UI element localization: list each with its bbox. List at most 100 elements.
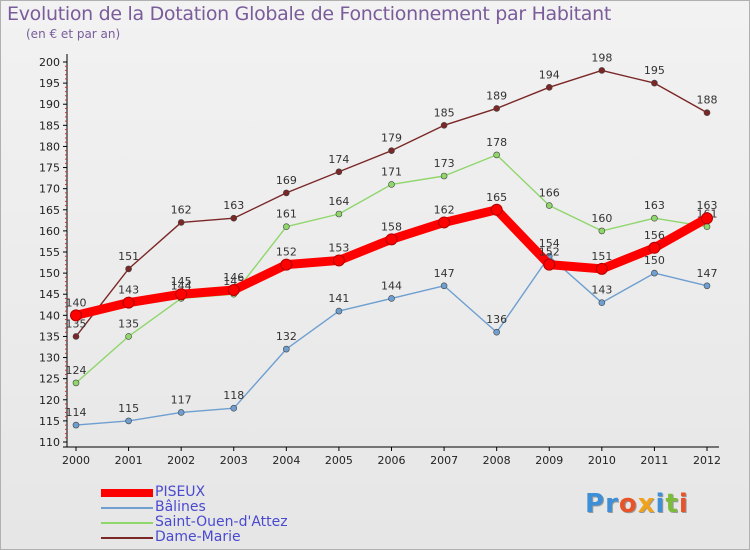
data-label-b-lines: 141 (328, 292, 349, 305)
legend-label-saint-ouen-d-attez: Saint-Ouen-d'Attez (155, 514, 288, 530)
legend-swatch-b-lines (101, 506, 153, 509)
data-point-saint-ouen-d-attez (545, 202, 553, 209)
data-label-dame-marie: 163 (223, 199, 244, 212)
data-point-dame-marie (283, 189, 290, 197)
legend-label-dame-marie: Dame-Marie (155, 529, 241, 545)
y-tick-label: 145 (39, 288, 60, 301)
data-label-piseux: 151 (591, 250, 612, 263)
data-point-piseux (227, 284, 240, 296)
y-tick-label: 180 (39, 140, 60, 153)
data-label-dame-marie: 189 (486, 89, 507, 102)
data-point-b-lines (230, 404, 238, 412)
data-point-piseux (701, 212, 713, 225)
legend-item-dame-marie: Dame-Marie (101, 530, 288, 545)
y-tick-label: 200 (39, 56, 60, 69)
y-tick-label: 115 (39, 415, 60, 428)
data-label-piseux: 143 (118, 284, 139, 297)
legend-item-saint-ouen-d-attez: Saint-Ouen-d'Attez (101, 515, 288, 530)
legend-swatch-piseux (101, 488, 153, 497)
y-tick-label: 135 (39, 330, 60, 343)
data-point-saint-ouen-d-attez (388, 181, 395, 188)
data-point-b-lines (598, 299, 606, 306)
x-tick-label: 2010 (588, 454, 616, 467)
data-point-piseux (438, 216, 451, 229)
data-point-b-lines (72, 421, 80, 429)
data-point-b-lines (177, 409, 185, 416)
data-label-dame-marie: 174 (328, 153, 349, 166)
legend-label-b-lines: Bâlines (155, 499, 206, 515)
data-label-b-lines: 147 (434, 267, 455, 280)
data-point-saint-ouen-d-attez (283, 223, 290, 230)
data-label-dame-marie: 194 (539, 68, 560, 81)
data-label-saint-ouen-d-attez: 173 (434, 157, 455, 170)
data-point-b-lines (125, 417, 132, 425)
chart-title: Evolution de la Dotation Globale de Fonc… (7, 3, 612, 25)
data-point-saint-ouen-d-attez (651, 214, 658, 222)
data-point-saint-ouen-d-attez (703, 223, 711, 230)
x-tick-label: 2004 (272, 454, 300, 467)
data-label-saint-ouen-d-attez: 178 (486, 136, 507, 149)
x-tick-label: 2001 (115, 454, 143, 467)
x-tick-label: 2007 (430, 454, 458, 467)
data-point-dame-marie (545, 84, 553, 91)
legend-swatch-saint-ouen-d-attez (101, 521, 153, 524)
chart-legend: PISEUX Bâlines Saint-Ouen-d'Attez Dame-Mari… (101, 485, 288, 545)
data-label-b-lines: 143 (591, 284, 612, 297)
data-point-piseux (70, 309, 82, 322)
data-point-dame-marie (493, 105, 500, 112)
x-tick-label: 2012 (693, 454, 721, 467)
data-point-dame-marie (598, 67, 606, 74)
y-tick-label: 175 (39, 162, 60, 175)
data-label-saint-ouen-d-attez: 166 (539, 187, 560, 200)
y-tick-label: 155 (39, 246, 60, 259)
data-point-b-lines (388, 295, 395, 302)
x-tick-label: 2011 (640, 454, 668, 467)
logo-letter: r (605, 489, 619, 519)
legend-item-piseux: PISEUX (101, 485, 288, 500)
data-point-dame-marie (651, 79, 658, 87)
x-tick-label: 2003 (220, 454, 248, 467)
data-label-saint-ouen-d-attez: 161 (276, 208, 297, 221)
logo-letter: i (678, 489, 689, 519)
data-label-piseux: 158 (381, 220, 402, 233)
logo-letter: o (618, 489, 638, 519)
data-label-saint-ouen-d-attez: 144 (171, 279, 192, 292)
y-tick-label: 195 (39, 77, 60, 90)
data-label-dame-marie: 169 (276, 174, 297, 187)
chart-subtitle: (en € et par an) (26, 27, 121, 41)
y-tick-label: 160 (39, 225, 60, 238)
data-label-b-lines: 114 (66, 406, 87, 419)
y-tick-label: 150 (39, 267, 60, 280)
data-point-dame-marie (177, 219, 185, 226)
y-tick-label: 140 (39, 309, 60, 322)
data-point-saint-ouen-d-attez (493, 151, 500, 159)
data-point-dame-marie (125, 265, 132, 273)
data-label-saint-ouen-d-attez: 160 (591, 212, 612, 225)
data-label-b-lines: 132 (276, 330, 297, 343)
data-point-saint-ouen-d-attez (335, 210, 343, 218)
y-tick-label: 130 (39, 352, 60, 365)
data-point-saint-ouen-d-attez (125, 333, 132, 340)
data-label-b-lines: 136 (486, 313, 507, 326)
data-point-piseux (648, 241, 661, 254)
data-point-piseux (175, 288, 188, 301)
legend-item-b-lines: Bâlines (101, 500, 288, 515)
data-point-dame-marie (72, 333, 80, 340)
data-label-b-lines: 150 (644, 254, 665, 267)
data-label-b-lines: 115 (118, 402, 139, 415)
data-label-dame-marie: 188 (697, 94, 718, 107)
data-label-piseux: 165 (486, 191, 507, 204)
data-point-b-lines (440, 282, 448, 290)
logo-letter: x (637, 489, 656, 519)
x-tick-label: 2009 (535, 454, 563, 467)
legend-swatch-dame-marie (101, 536, 153, 539)
data-point-saint-ouen-d-attez (72, 379, 80, 387)
data-point-saint-ouen-d-attez (440, 172, 448, 180)
legend-label-piseux: PISEUX (155, 484, 206, 500)
data-label-dame-marie: 198 (591, 51, 612, 64)
data-label-saint-ouen-d-attez: 163 (644, 199, 665, 212)
data-point-b-lines (651, 269, 658, 277)
data-label-saint-ouen-d-attez: 124 (66, 364, 87, 377)
